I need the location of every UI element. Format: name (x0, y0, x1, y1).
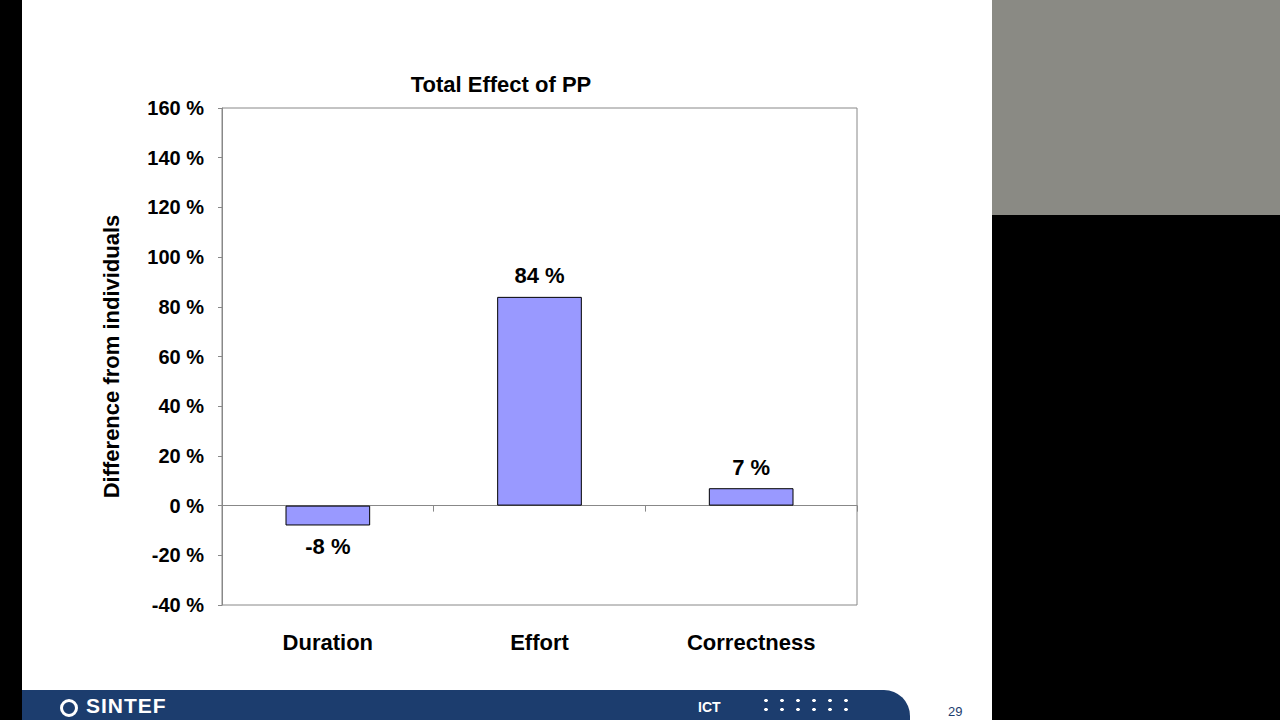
svg-text:100 %: 100 % (147, 246, 204, 268)
svg-text:7 %: 7 % (732, 455, 770, 480)
svg-text:-40 %: -40 % (152, 594, 204, 616)
html-text:ICT: ICT (698, 699, 721, 715)
svg-text:80 %: 80 % (158, 296, 204, 318)
svg-text:Effort: Effort (510, 630, 569, 655)
svg-text:-20 %: -20 % (152, 544, 204, 566)
svg-text:Duration: Duration (283, 630, 373, 655)
svg-text:120 %: 120 % (147, 196, 204, 218)
svg-text:20 %: 20 % (158, 445, 204, 467)
svg-text:160 %: 160 % (147, 97, 204, 119)
svg-text:Difference from individuals: Difference from individuals (99, 215, 124, 499)
svg-text:84 %: 84 % (514, 263, 564, 288)
svg-text:140 %: 140 % (147, 147, 204, 169)
svg-text:Correctness: Correctness (687, 630, 815, 655)
svg-text:Total Effect of PP: Total Effect of PP (411, 72, 592, 97)
svg-text:0 %: 0 % (170, 495, 205, 517)
html-text:29: 29 (948, 704, 963, 719)
svg-text:40 %: 40 % (158, 395, 204, 417)
html-text:SINTEF: SINTEF (86, 694, 167, 717)
svg-text:60 %: 60 % (158, 346, 204, 368)
svg-text:-8 %: -8 % (305, 534, 350, 559)
